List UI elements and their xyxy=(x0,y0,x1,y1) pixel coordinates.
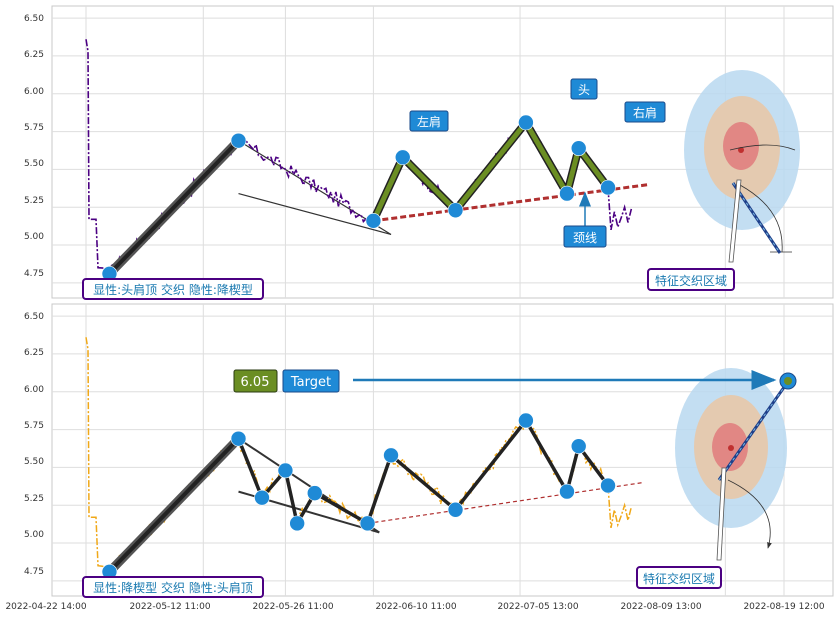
zone-center-dot xyxy=(728,445,734,451)
top-pivot-dots xyxy=(101,114,616,282)
top-y-ticks: 6.50 6.25 6.00 5.75 5.50 5.25 5.00 4.75 xyxy=(24,14,44,279)
top-feature-zone-label: 特征交织区域 xyxy=(647,268,735,291)
label-neckline: 颈线 xyxy=(563,191,607,248)
pivot-dot xyxy=(230,132,247,149)
zone-center-dot xyxy=(738,147,744,153)
pivot-dot xyxy=(518,412,534,429)
projection-line xyxy=(718,382,788,481)
bottom-y-tick: 5.00 xyxy=(24,530,44,540)
top-y-tick: 6.25 xyxy=(24,50,44,60)
bottom-y-tick: 4.75 xyxy=(24,567,44,577)
pivot-dot xyxy=(306,485,323,501)
target-label-box xyxy=(282,369,340,393)
pivot-dot xyxy=(289,515,305,532)
pivot-dot xyxy=(559,185,575,202)
pivot-dot xyxy=(559,483,575,500)
pivot-dot xyxy=(518,114,534,131)
top-feature-zone xyxy=(684,70,800,263)
label-right-shoulder-box xyxy=(624,101,666,123)
pivot-dot xyxy=(570,140,587,157)
label-right-shoulder-text: 右肩 xyxy=(633,105,657,120)
bottom-y-tick: 5.25 xyxy=(24,494,44,504)
top-caption-box xyxy=(82,278,264,300)
target-point-core xyxy=(784,377,792,385)
bottom-caption-box xyxy=(82,576,264,598)
top-y-tick: 6.00 xyxy=(24,87,44,97)
pivot-dot xyxy=(383,447,399,464)
label-right-shoulder: 右肩 xyxy=(624,101,666,123)
label-head-text: 头 xyxy=(578,83,590,97)
bottom-caption-text: 显性:降楔型 交织 隐性:头肩顶 xyxy=(93,580,253,595)
x-tick: 2022-08-09 13:00 xyxy=(620,602,701,612)
bottom-feature-zone-text: 特征交织区域 xyxy=(643,571,715,586)
pivot-dot xyxy=(394,149,411,166)
pivot-dot xyxy=(447,501,464,518)
x-tick: 2022-04-22 14:00 xyxy=(5,602,86,612)
bottom-y-tick: 6.50 xyxy=(24,312,44,322)
pivot-dot xyxy=(254,489,270,506)
callout-pointer xyxy=(716,467,727,561)
top-caption: 显性:头肩顶 交织 隐性:降楔型 xyxy=(82,278,264,300)
neckline xyxy=(367,481,644,524)
top-y-tick: 5.00 xyxy=(24,232,44,242)
pivot-dot xyxy=(600,179,616,196)
bottom-y-tick: 6.25 xyxy=(24,348,44,358)
top-feature-zone-text: 特征交织区域 xyxy=(655,273,727,288)
target-value-text: 6.05 xyxy=(241,375,270,390)
top-y-tick: 4.75 xyxy=(24,269,44,279)
top-feature-zone-box xyxy=(647,268,735,291)
pivot-dot xyxy=(365,213,382,229)
zone-arc xyxy=(729,144,796,151)
top-y-tick: 6.50 xyxy=(24,14,44,24)
x-tick: 2022-05-26 11:00 xyxy=(252,602,333,612)
x-tick: 2022-07-05 13:00 xyxy=(497,602,578,612)
pivot-dot xyxy=(570,438,587,455)
bottom-feature-zone-label: 特征交织区域 xyxy=(636,566,722,589)
x-tick: 2022-05-12 11:00 xyxy=(129,602,210,612)
x-tick: 2022-08-19 12:00 xyxy=(743,602,824,612)
label-neckline-box xyxy=(563,225,607,248)
projection-line xyxy=(732,182,781,254)
bottom-y-tick: 6.00 xyxy=(24,385,44,395)
pivot-dot xyxy=(359,515,376,532)
bottom-pivot-dots xyxy=(101,412,616,580)
zone-inner-ellipse xyxy=(723,122,759,170)
bottom-feature-zone-box xyxy=(636,566,722,589)
pivot-dot xyxy=(277,462,294,479)
top-y-tick: 5.75 xyxy=(24,123,44,133)
target-value-box xyxy=(233,369,278,393)
top-caption-text: 显性:头肩顶 交织 隐性:降楔型 xyxy=(93,282,253,297)
x-tick: 2022-06-10 11:00 xyxy=(375,602,456,612)
bottom-y-tick: 5.50 xyxy=(24,457,44,467)
label-head: 头 xyxy=(570,78,598,100)
pivot-dot xyxy=(600,477,616,494)
label-head-box xyxy=(570,78,598,100)
rising-leg xyxy=(108,437,240,574)
neckline xyxy=(373,183,650,223)
zone-arc xyxy=(739,184,783,253)
bottom-feature-zone xyxy=(675,368,789,561)
target-annotation: 6.05 Target xyxy=(233,369,797,393)
bottom-caption: 显性:降楔型 交织 隐性:头肩顶 xyxy=(82,576,264,598)
bottom-y-ticks: 6.50 6.25 6.00 5.75 5.50 5.25 5.00 4.75 xyxy=(24,312,44,577)
target-label-text: Target xyxy=(290,375,331,390)
callout-pointer xyxy=(728,179,742,263)
bottom-y-tick: 5.75 xyxy=(24,421,44,431)
pivot-dot xyxy=(230,430,247,447)
top-y-tick: 5.25 xyxy=(24,196,44,206)
rising-leg xyxy=(108,139,240,276)
wedge-line xyxy=(238,193,392,236)
label-left-shoulder: 左肩 xyxy=(409,110,449,132)
pivot-dot xyxy=(447,202,464,219)
top-y-tick: 5.50 xyxy=(24,159,44,169)
zone-arc xyxy=(727,479,772,549)
label-left-shoulder-box xyxy=(409,110,449,132)
label-neckline-text: 颈线 xyxy=(573,231,597,245)
label-left-shoulder-text: 左肩 xyxy=(417,114,441,129)
x-axis-ticks: 2022-04-22 14:00 2022-05-12 11:00 2022-0… xyxy=(5,602,824,612)
